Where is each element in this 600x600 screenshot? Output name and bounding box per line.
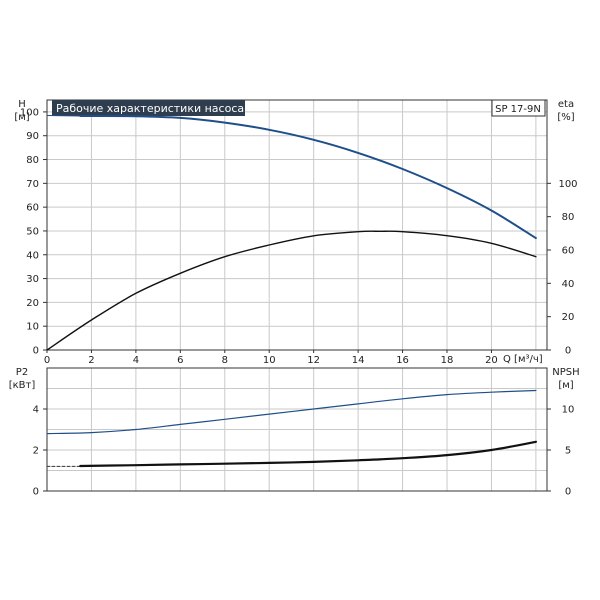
upper-right-axis-label-top: eta (558, 99, 574, 110)
x-tick-label: 14 (352, 355, 365, 366)
x-tick-label: 8 (222, 355, 228, 366)
right-tick-label: 40 (562, 279, 575, 290)
x-tick-label: 12 (307, 355, 320, 366)
upper-frame (46, 99, 548, 351)
x-tick-label: 18 (441, 355, 454, 366)
lower-right-axis-label-top: NPSH (552, 367, 579, 378)
x-axis-label: Q [м³/ч] (503, 354, 543, 365)
x-tick-label: 6 (177, 355, 183, 366)
left-tick-label: 40 (26, 250, 39, 261)
left-tick-label: 50 (26, 226, 39, 237)
upper-grid (46, 100, 547, 351)
upper-ticks: 0 10 20 30 40 50 60 70 80 90 100 0 20 40 60 80 100 0 2 4 6 8 1… (20, 107, 578, 366)
left-tick-label: 20 (26, 298, 39, 309)
x-tick-label: 2 (88, 355, 94, 366)
right-tick-label: 60 (562, 246, 575, 257)
right-tick-label: 0 (565, 346, 571, 357)
left-tick-label: 0 (33, 487, 39, 498)
upper-series (46, 114, 537, 351)
upper-right-axis-label-bottom: [%] (557, 112, 574, 123)
upper-series-line-0 (79, 114, 537, 240)
lower-right-axis-label-bottom: [м] (558, 380, 573, 391)
left-tick-label: 2 (33, 446, 39, 457)
x-tick-label: 20 (485, 355, 498, 366)
lower-series-line-0 (46, 389, 537, 435)
left-tick-label: 60 (26, 203, 39, 214)
left-tick-label: 0 (33, 346, 39, 357)
model-box (491, 99, 546, 117)
upper-panel: Рабочие характеристики насоса SP 17-9N H… (14, 99, 577, 366)
lower-ticks: 0 2 4 0 5 10 (33, 405, 575, 498)
left-tick-label: 80 (26, 155, 39, 166)
upper-left-axis-label-top: H (18, 99, 26, 110)
lower-grid (46, 368, 547, 492)
lower-left-axis-label-top: P2 (16, 367, 28, 378)
x-tick-label: 0 (44, 355, 50, 366)
right-tick-label: 10 (562, 405, 575, 416)
lower-panel: P2 [кВт] NPSH [м] 0 2 4 0 5 10 (9, 367, 580, 498)
left-tick-label: 10 (26, 322, 39, 333)
left-tick-label: 90 (26, 131, 39, 142)
title-box (52, 100, 245, 116)
left-tick-label: 100 (20, 107, 39, 118)
left-tick-label: 4 (33, 405, 39, 416)
lower-left-axis-label-bottom: [кВт] (9, 380, 36, 391)
x-tick-label: 16 (396, 355, 409, 366)
left-tick-label: 30 (26, 274, 39, 285)
upper-series-line-1 (46, 230, 537, 351)
left-tick-label: 70 (26, 179, 39, 190)
x-tick-label: 10 (263, 355, 276, 366)
upper-left-axis-label-bottom: [м] (14, 112, 29, 123)
lower-series-line-2 (79, 440, 537, 468)
series-lead-line (46, 115, 81, 117)
right-tick-label: 80 (562, 212, 575, 223)
right-tick-label: 0 (565, 487, 571, 498)
lower-series (46, 389, 537, 468)
chart-title: Рабочие характеристики насоса (56, 102, 244, 115)
lower-frame (46, 367, 548, 492)
x-tick-label: 4 (133, 355, 139, 366)
right-tick-label: 20 (562, 312, 575, 323)
right-tick-label: 5 (565, 446, 571, 457)
right-tick-label: 100 (558, 179, 577, 190)
model-label: SP 17-9N (495, 104, 541, 115)
